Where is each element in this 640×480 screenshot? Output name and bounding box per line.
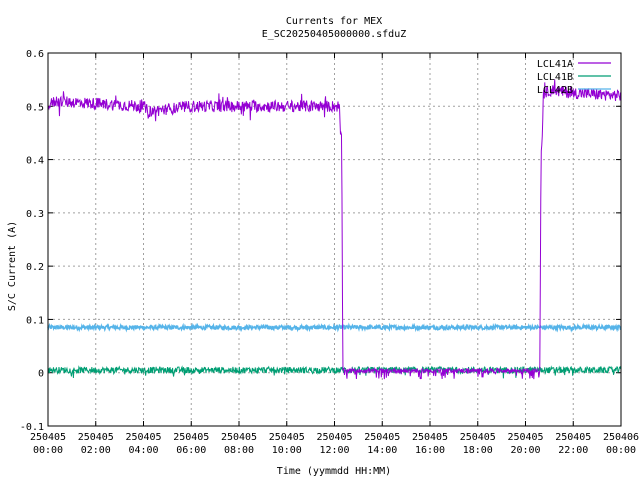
series-layer [47,79,622,380]
series-line [47,79,622,380]
x-tick-date: 250405 [173,432,209,443]
x-tick-time: 14:00 [367,445,397,456]
x-tick-time: 18:00 [463,445,493,456]
y-tick-label: 0.2 [26,262,44,273]
x-tick-date: 250405 [125,432,161,443]
y-axis-label: S/C Current (A) [7,221,18,311]
x-tick-time: 06:00 [176,445,206,456]
series-line [47,322,622,333]
x-tick-time: 20:00 [510,445,540,456]
x-tick-date: 250405 [78,432,114,443]
x-tick-date: 250405 [269,432,305,443]
x-tick-time: 16:00 [415,445,445,456]
x-tick-time: 22:00 [558,445,588,456]
legend-label: LCL41B [537,72,573,83]
x-tick-time: 04:00 [128,445,158,456]
series-lcl42b [47,322,622,333]
y-tick-label: 0.6 [26,49,44,60]
x-tick-time: 02:00 [81,445,111,456]
x-ticks: 250405 00:00 250405 02:00 250405 04:00 250405 0… [30,53,639,456]
x-tick-date: 250405 [555,432,591,443]
x-tick-date: 250405 [316,432,352,443]
legend: LCL41A LCL41B LCL42B [537,59,611,96]
grid-lines [48,53,621,426]
x-tick-date: 250405 [221,432,257,443]
x-tick-time: 08:00 [224,445,254,456]
x-axis-label: Time (yymmdd HH:MM) [277,466,391,477]
x-tick-date: 250405 [30,432,66,443]
x-tick-time: 12:00 [319,445,349,456]
x-tick-date: 250405 [412,432,448,443]
y-tick-label: 0.5 [26,102,44,113]
x-tick-date: 250406 [603,432,639,443]
x-tick-time: 00:00 [606,445,636,456]
y-tick-label: 0.1 [26,315,44,326]
y-tick-label: 0.3 [26,209,44,220]
x-tick-time: 00:00 [33,445,63,456]
y-tick-label: 0.4 [26,156,44,167]
plot-frame [47,52,622,427]
x-tick-date: 250405 [364,432,400,443]
legend-label: LCL41A [537,59,573,70]
y-tick-label: 0 [38,369,44,380]
chart-title: Currents for MEX [286,16,382,27]
chart-subtitle: E_SC20250405000000.sfduZ [262,29,407,40]
y-tick-label: -0.1 [20,422,44,433]
x-tick-date: 250405 [507,432,543,443]
x-tick-time: 10:00 [272,445,302,456]
legend-label: LCL42B [537,85,573,96]
series-lcl41a [47,79,622,380]
x-tick-date: 250405 [460,432,496,443]
series-lcl41b [47,365,622,379]
series-line [47,365,622,379]
